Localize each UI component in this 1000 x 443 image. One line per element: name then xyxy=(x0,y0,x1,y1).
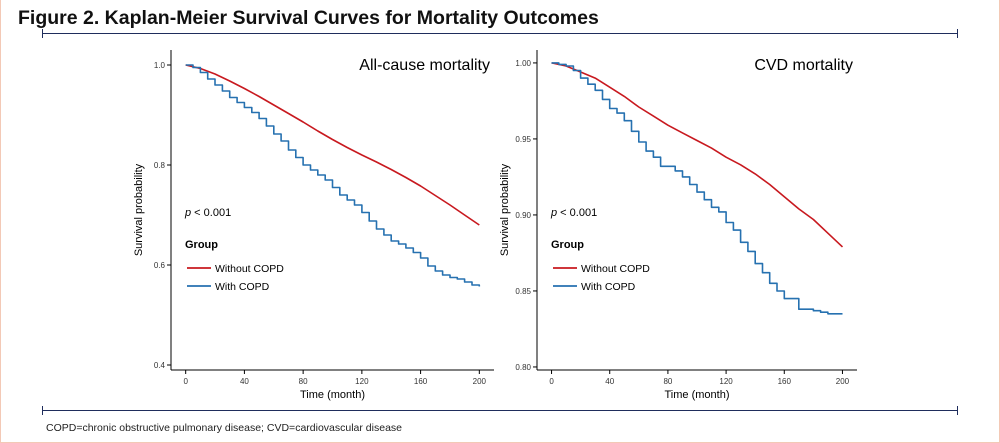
bottom-rule-cap-right xyxy=(957,406,958,415)
x-tick-label: 160 xyxy=(414,377,428,386)
survival-curve-with-copd xyxy=(185,64,481,287)
y-axis-label: Survival probability xyxy=(133,163,145,256)
p-value-text: < 0.001 xyxy=(557,207,597,219)
top-rule-cap-right xyxy=(957,29,958,38)
figure-footnote: COPD=chronic obstructive pulmonary disea… xyxy=(46,422,402,434)
y-tick-label: 0.95 xyxy=(515,135,531,144)
x-tick-label: 200 xyxy=(473,377,487,386)
p-value-annotation: p < 0.001 xyxy=(184,207,231,219)
legend-title: Group xyxy=(551,239,584,251)
p-value-symbol: p xyxy=(184,207,191,219)
legend-label-2: With COPD xyxy=(215,281,270,293)
p-value-annotation: p < 0.001 xyxy=(550,207,597,219)
x-tick-label: 0 xyxy=(549,377,554,386)
survival-curve-without-copd xyxy=(185,64,480,226)
y-tick-label: 1.00 xyxy=(515,59,531,68)
y-tick-label: 0.85 xyxy=(515,287,531,296)
x-tick-label: 80 xyxy=(299,377,308,386)
y-tick-label: 0.80 xyxy=(515,363,531,372)
legend-label-1: Without COPD xyxy=(215,263,284,275)
x-axis-label: Time (month) xyxy=(300,389,365,401)
bottom-rule xyxy=(42,406,958,415)
y-tick-label: 1.0 xyxy=(154,61,166,70)
y-tick-label: 0.4 xyxy=(154,361,166,370)
survival-curve-with-copd xyxy=(551,62,843,315)
y-axis-label: Survival probability xyxy=(499,163,511,256)
legend-label-1: Without COPD xyxy=(581,263,650,275)
chart-panel-1: 0 40 80 120 160 200 0.4 0.6 0.8 1.0 Time (month) Su… xyxy=(133,50,494,401)
y-tick-label: 0.90 xyxy=(515,211,531,220)
bottom-rule-cap-left xyxy=(42,406,43,415)
x-tick-label: 120 xyxy=(719,377,733,386)
x-tick-label: 40 xyxy=(240,377,249,386)
y-tick-label: 0.6 xyxy=(154,261,166,270)
x-tick-label: 40 xyxy=(605,377,614,386)
top-rule-cap-left xyxy=(42,29,43,38)
x-tick-label: 0 xyxy=(183,377,188,386)
x-tick-label: 80 xyxy=(663,377,672,386)
x-tick-label: 200 xyxy=(836,377,850,386)
survival-curve-without-copd xyxy=(551,62,844,248)
top-rule xyxy=(42,29,958,38)
legend-title: Group xyxy=(185,239,218,251)
p-value-text: < 0.001 xyxy=(191,207,231,219)
chart-panel-2: 0 40 80 120 160 200 0.80 0.85 0.90 0.95 1.00 Time (… xyxy=(499,50,857,401)
x-tick-label: 120 xyxy=(355,377,369,386)
panel-title: CVD mortality xyxy=(754,57,853,74)
y-tick-label: 0.8 xyxy=(154,161,166,170)
x-tick-label: 160 xyxy=(778,377,792,386)
figure-title: Figure 2. Kaplan-Meier Survival Curves f… xyxy=(18,7,599,29)
x-axis-label: Time (month) xyxy=(665,389,730,401)
panel-title: All-cause mortality xyxy=(359,57,490,74)
legend-label-2: With COPD xyxy=(581,281,636,293)
p-value-symbol: p xyxy=(550,207,557,219)
